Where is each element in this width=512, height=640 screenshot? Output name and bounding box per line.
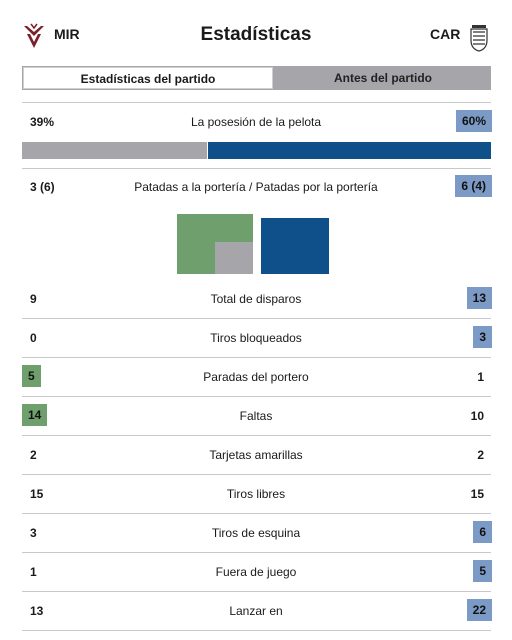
stat-home-value: 0 [30, 331, 37, 345]
shots-graphic [177, 214, 329, 274]
stat-label: Tarjetas amarillas [209, 448, 303, 462]
tab-pre-match[interactable]: Antes del partido [333, 71, 432, 85]
stat-away-value: 10 [470, 409, 484, 423]
stat-away-value: 5 [473, 560, 492, 582]
home-shots-on-target-box [215, 242, 253, 274]
stat-label: Total de disparos [210, 292, 302, 306]
stat-home-value: 1 [30, 565, 37, 579]
possession-home-value: 39% [30, 115, 55, 129]
stat-label: Fuera de juego [215, 565, 297, 579]
stat-home-value: 3 [30, 526, 37, 540]
divider [22, 552, 491, 553]
stat-home-value: 5 [22, 365, 41, 387]
stat-away-value: 22 [466, 599, 492, 621]
possession-bar-away [208, 142, 491, 159]
divider [22, 474, 491, 475]
stat-away-value: 1 [477, 370, 484, 384]
away-team-name: CAR [430, 26, 461, 42]
match-header: MIR Estadísticas CAR [0, 0, 512, 60]
shots-away-value: 6 (4) [455, 175, 492, 197]
stat-row: 2 Tarjetas amarillas 2 [0, 436, 512, 474]
stat-row: 1 Fuera de juego 5 [0, 553, 512, 591]
stat-label: Tiros de esquina [211, 526, 301, 540]
stat-away-value: 6 [473, 521, 492, 543]
possession-label: La posesión de la pelota [190, 115, 322, 129]
stat-away-value: 15 [470, 487, 484, 501]
stat-label: Tiros libres [226, 487, 286, 501]
possession-row: 39% La posesión de la pelota 60% [0, 106, 512, 136]
divider [22, 630, 491, 631]
stat-home-value: 9 [30, 292, 37, 306]
divider [22, 168, 491, 169]
home-team-name: MIR [54, 26, 80, 42]
stat-label: Faltas [239, 409, 273, 423]
stat-home-value: 2 [30, 448, 37, 462]
stat-row: 14 Faltas 10 [0, 397, 512, 435]
stat-home-value: 15 [30, 487, 44, 501]
stat-label: Tiros bloqueados [210, 331, 302, 345]
possession-bar-home [22, 142, 207, 159]
shots-row: 3 (6) Patadas a la portería / Patadas po… [0, 174, 512, 212]
divider [22, 435, 491, 436]
shots-label: Patadas a la portería / Patadas por la p… [134, 180, 378, 194]
divider [22, 318, 491, 319]
stat-row: 9 Total de disparos 13 [0, 280, 512, 318]
divider [22, 591, 491, 592]
possession-bar [22, 142, 491, 159]
divider [22, 513, 491, 514]
stat-row: 13 Lanzar en 22 [0, 592, 512, 630]
stat-away-value: 3 [473, 326, 492, 348]
away-shots-box [261, 218, 329, 274]
stat-label: Paradas del portero [203, 370, 309, 384]
stat-home-value: 14 [22, 404, 48, 426]
shots-home-value: 3 (6) [30, 180, 55, 194]
divider [22, 357, 491, 358]
divider [22, 102, 491, 103]
stat-row: 3 Tiros de esquina 6 [0, 514, 512, 552]
stat-away-value: 13 [466, 287, 492, 309]
tab-bar: Estadísticas del partido Antes del parti… [22, 66, 491, 90]
tab-match-stats[interactable]: Estadísticas del partido [23, 67, 273, 89]
stat-row: 0 Tiros bloqueados 3 [0, 319, 512, 357]
page-title: Estadísticas [200, 24, 312, 45]
stat-away-value: 2 [477, 448, 484, 462]
away-team-crest-icon [470, 25, 488, 52]
possession-away-value: 60% [455, 110, 492, 132]
stat-row: 15 Tiros libres 15 [0, 475, 512, 513]
stat-label: Lanzar en [229, 604, 283, 618]
stat-row: 5 Paradas del portero 1 [0, 358, 512, 396]
divider [22, 396, 491, 397]
stat-home-value: 13 [30, 604, 44, 618]
home-team-crest-icon [24, 23, 44, 48]
